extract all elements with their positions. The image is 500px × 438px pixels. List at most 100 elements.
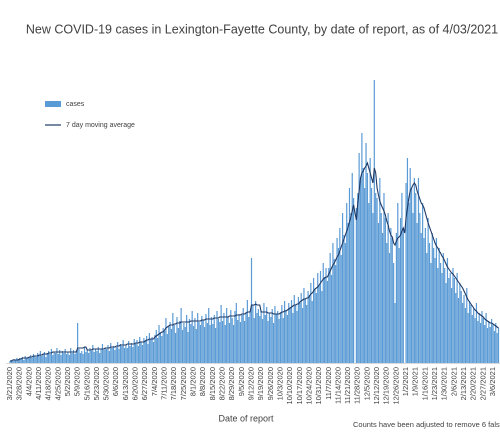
- bar: [170, 329, 173, 363]
- bar: [435, 238, 438, 363]
- bar: [278, 319, 280, 363]
- bar: [366, 173, 369, 363]
- bar: [317, 273, 319, 363]
- bar: [295, 305, 297, 363]
- bar: [115, 347, 117, 363]
- bar: [451, 288, 453, 363]
- bar: [67, 352, 69, 363]
- bar: [215, 328, 217, 363]
- bar: [463, 295, 465, 363]
- bar: [172, 313, 174, 363]
- bar: [289, 308, 291, 363]
- bar: [383, 193, 385, 363]
- bar: [107, 345, 109, 363]
- bar: [54, 353, 57, 363]
- bar: [456, 273, 458, 363]
- bar: [353, 198, 355, 363]
- x-tick-label: 5/9/2020: [73, 367, 82, 396]
- bar: [335, 265, 337, 363]
- bar: [60, 355, 62, 363]
- bar: [81, 351, 83, 363]
- x-tick-label: 2/20/2021: [469, 367, 478, 400]
- bar: [41, 356, 43, 363]
- bar: [446, 258, 449, 363]
- x-tick-label: 1/23/2021: [430, 367, 439, 400]
- bar: [478, 313, 480, 363]
- x-tick-label: 3/6/2021: [488, 367, 497, 396]
- bar: [169, 322, 171, 363]
- bar: [288, 303, 290, 363]
- bar: [308, 295, 311, 363]
- bar: [364, 188, 366, 363]
- bar: [71, 353, 73, 363]
- bar: [468, 301, 471, 363]
- bar: [413, 178, 415, 363]
- bar: [428, 243, 431, 363]
- bar: [462, 303, 464, 363]
- bar: [232, 325, 235, 363]
- bar: [325, 268, 327, 363]
- bar: [221, 321, 224, 363]
- bar: [63, 353, 65, 363]
- bar: [162, 328, 164, 363]
- bar: [122, 340, 124, 363]
- bar: [438, 248, 440, 363]
- bar: [242, 308, 244, 363]
- bar: [83, 347, 86, 363]
- bar: [482, 318, 484, 363]
- bar: [455, 293, 457, 363]
- bar: [192, 326, 195, 363]
- bar: [362, 168, 364, 363]
- bar: [426, 253, 428, 363]
- bar: [61, 351, 64, 363]
- x-tick-label: 1/16/2021: [420, 367, 429, 400]
- bar: [19, 358, 21, 363]
- bar: [301, 308, 304, 363]
- bar: [304, 299, 306, 363]
- bar: [457, 298, 460, 363]
- bar: [300, 293, 302, 363]
- bar: [94, 349, 97, 363]
- bar: [484, 325, 486, 363]
- bar: [299, 303, 301, 363]
- x-tick-label: 10/24/2020: [304, 367, 313, 405]
- bar: [184, 327, 186, 363]
- bar: [329, 253, 331, 363]
- bar: [21, 357, 24, 363]
- bar: [368, 203, 370, 363]
- bar: [78, 349, 80, 363]
- bar: [96, 351, 98, 363]
- bar: [416, 223, 418, 363]
- bar: [423, 238, 425, 363]
- bar: [322, 263, 324, 363]
- x-tick-label: 11/21/2020: [343, 367, 352, 404]
- bar: [402, 228, 404, 363]
- bar: [133, 339, 135, 363]
- bar: [79, 353, 81, 363]
- bar: [134, 344, 137, 363]
- bar: [158, 325, 160, 363]
- bar: [216, 311, 218, 363]
- bar: [139, 337, 141, 363]
- bar: [264, 315, 266, 363]
- legend-swatch: [45, 101, 61, 107]
- bar: [64, 349, 66, 363]
- bar: [496, 333, 498, 363]
- bar: [409, 168, 411, 363]
- bar: [427, 218, 429, 363]
- chart-title: New COVID-19 cases in Lexington-Fayette …: [26, 22, 498, 36]
- bar: [114, 350, 116, 363]
- bar: [401, 193, 403, 363]
- bar: [163, 331, 166, 363]
- bar: [341, 213, 344, 363]
- x-tick-label: 7/25/2020: [179, 367, 188, 400]
- bar: [321, 291, 323, 363]
- bar: [24, 356, 26, 363]
- bar: [103, 350, 105, 363]
- bar: [365, 143, 367, 363]
- bar: [337, 248, 340, 363]
- bar: [57, 354, 59, 363]
- bar: [35, 357, 37, 363]
- x-tick-label: 8/22/2020: [218, 367, 227, 400]
- bar: [398, 248, 400, 363]
